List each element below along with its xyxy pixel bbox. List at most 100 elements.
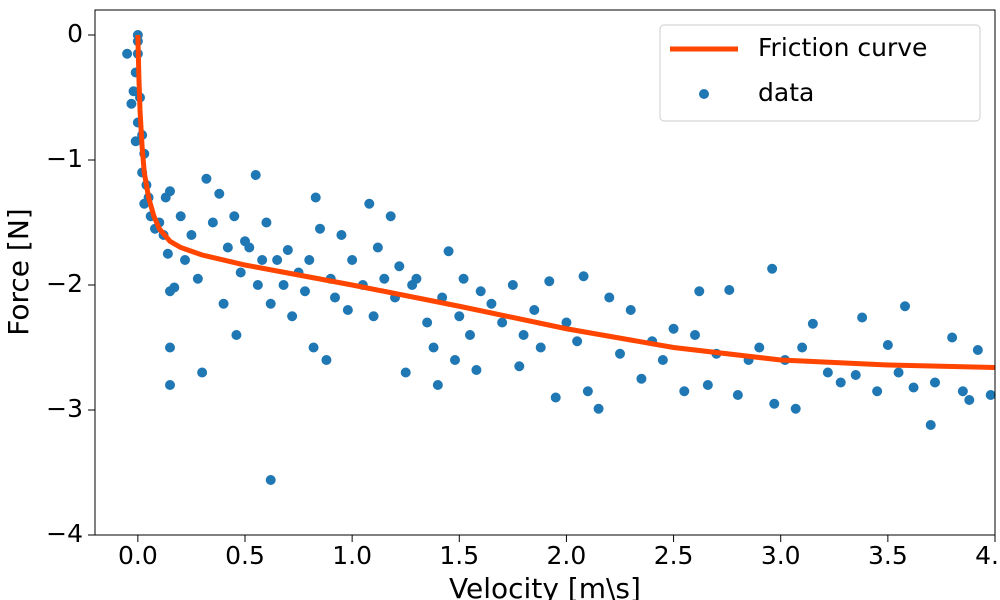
data-point: [893, 367, 904, 378]
data-point: [235, 267, 246, 278]
x-tick-label: 3.5: [868, 541, 908, 570]
data-point: [529, 305, 540, 315]
x-tick-label: 2.5: [654, 541, 694, 570]
data-point: [278, 280, 289, 290]
data-point: [330, 292, 340, 303]
data-point: [250, 170, 261, 180]
y-tick-label: −4: [46, 519, 83, 548]
data-point: [767, 263, 778, 274]
data-point: [572, 336, 583, 347]
data-point: [165, 380, 175, 390]
data-point: [300, 286, 310, 297]
data-point: [231, 330, 242, 340]
data-point: [900, 301, 910, 312]
data-point: [336, 230, 347, 240]
data-point: [347, 255, 358, 265]
data-point: [604, 292, 615, 303]
data-point: [257, 255, 268, 265]
data-point: [822, 367, 833, 378]
data-point: [593, 403, 604, 414]
data-point: [514, 361, 525, 372]
data-point: [443, 246, 454, 257]
data-point: [394, 261, 405, 272]
data-point: [486, 298, 497, 309]
data-point: [207, 217, 218, 228]
data-point: [668, 323, 679, 334]
data-point: [428, 342, 439, 353]
data-point: [908, 382, 919, 393]
data-point: [636, 373, 647, 384]
data-point: [287, 311, 298, 322]
data-point: [754, 342, 765, 353]
data-point: [126, 98, 137, 109]
data-point: [192, 273, 203, 284]
legend-label: data: [758, 78, 814, 107]
y-tick-label: −2: [46, 269, 83, 298]
data-point: [702, 380, 713, 390]
legend-box: [659, 24, 981, 122]
data-point: [535, 342, 546, 353]
data-point: [690, 330, 700, 340]
data-point: [372, 242, 383, 253]
data-point: [957, 386, 968, 397]
plot-frame: [94, 9, 996, 536]
data-point: [625, 305, 636, 315]
data-point: [175, 211, 186, 222]
data-point: [422, 317, 433, 328]
data-point: [272, 255, 283, 265]
data-point: [582, 386, 593, 397]
data-point: [128, 86, 139, 97]
x-tick-label: 0.0: [118, 541, 158, 570]
data-point: [186, 230, 197, 240]
y-axis-label: Force [N]: [2, 208, 35, 335]
data-point: [162, 248, 173, 259]
data-point: [364, 198, 375, 209]
data-point: [201, 173, 212, 184]
data-point: [964, 395, 975, 405]
data-point: [732, 390, 743, 400]
data-point: [497, 317, 508, 328]
friction-curve: [135, 34, 996, 370]
y-tick-label: 0: [67, 19, 83, 48]
data-point: [315, 223, 325, 234]
data-point: [450, 355, 460, 365]
data-point: [432, 380, 443, 390]
x-tick-label: 4.0: [975, 541, 1000, 570]
y-tick-label: −1: [46, 144, 83, 173]
data-point: [507, 280, 518, 290]
legend-label: Friction curve: [758, 33, 927, 62]
data-point: [342, 305, 353, 315]
data-point: [458, 273, 469, 284]
data-point: [310, 192, 321, 203]
data-point: [857, 312, 868, 323]
data-point: [165, 342, 175, 353]
x-tick-label: 2.0: [547, 541, 587, 570]
data-point: [169, 282, 180, 293]
data-point: [475, 286, 486, 297]
data-point: [925, 420, 936, 430]
data-point: [694, 286, 705, 297]
data-point: [882, 340, 893, 350]
x-tick-label: 1.0: [332, 541, 372, 570]
data-point: [368, 311, 379, 322]
data-point: [222, 242, 233, 253]
data-point: [218, 298, 229, 309]
data-point: [807, 318, 818, 329]
data-point: [835, 377, 846, 388]
data-point: [985, 390, 996, 400]
data-point: [180, 255, 190, 265]
data-point: [261, 217, 272, 228]
data-point: [615, 348, 625, 359]
data-point: [130, 136, 141, 147]
x-tick-label: 1.5: [439, 541, 479, 570]
data-point: [197, 367, 208, 378]
data-point: [321, 355, 332, 365]
legend-marker: [699, 89, 709, 99]
data-point: [578, 271, 589, 282]
data-point: [265, 298, 276, 309]
data-point: [657, 355, 668, 365]
x-tick-label: 0.5: [225, 541, 265, 570]
data-point: [304, 255, 315, 265]
data-point: [465, 330, 475, 340]
